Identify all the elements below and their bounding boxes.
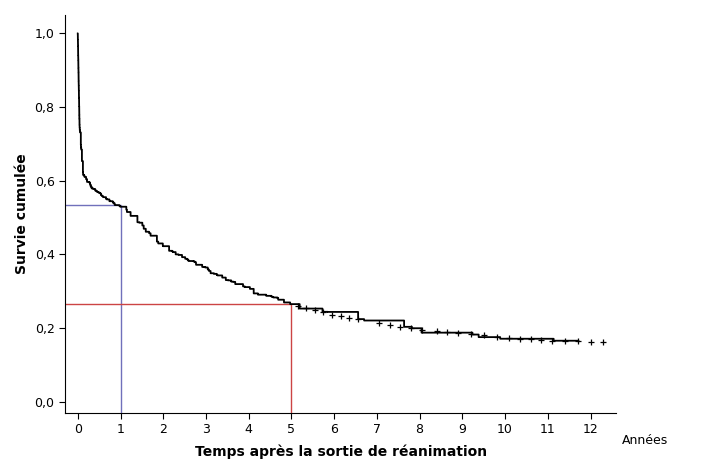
X-axis label: Temps après la sortie de réanimation: Temps après la sortie de réanimation — [194, 445, 486, 459]
Text: Années: Années — [622, 434, 668, 447]
Y-axis label: Survie cumulée: Survie cumulée — [15, 154, 29, 274]
